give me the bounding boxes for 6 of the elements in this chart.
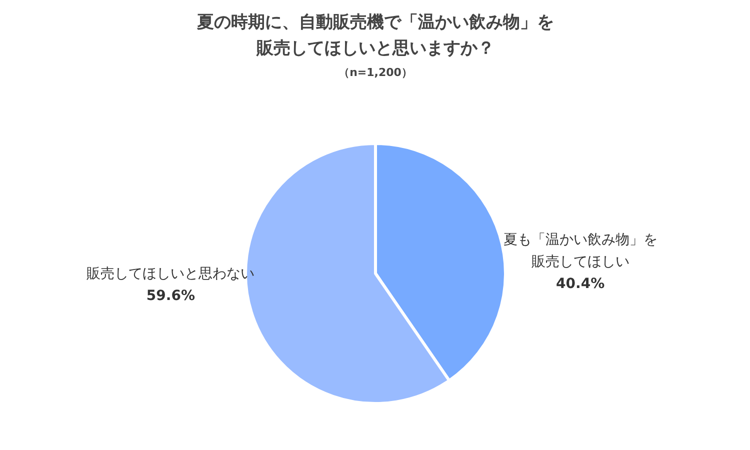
data-label: 40.4% xyxy=(556,276,605,292)
chart-subtitle: （n=1,200） xyxy=(338,66,412,79)
data-label: 59.6% xyxy=(146,288,195,304)
slice-label: 夏も「温かい飲み物」を販売してほしい xyxy=(503,232,658,270)
slice-label: 販売してほしいと思わない xyxy=(86,266,255,282)
chart-title: 夏の時期に、自動販売機で「温かい飲み物」を販売してほしいと思いますか？ xyxy=(196,12,554,58)
